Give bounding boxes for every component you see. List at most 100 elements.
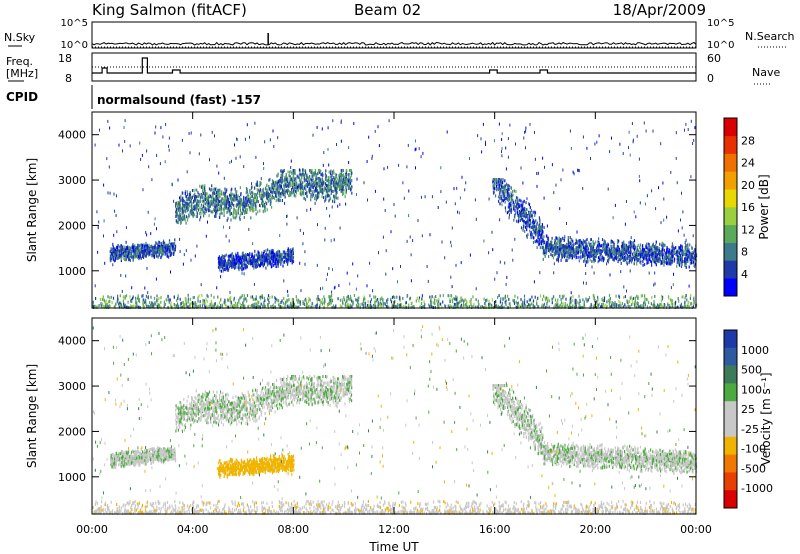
range-cell (593, 260, 595, 264)
range-cell (200, 215, 202, 219)
range-cell (285, 175, 287, 179)
range-cell (249, 189, 251, 192)
range-cell (607, 249, 609, 253)
range-cell (663, 257, 665, 261)
range-cell (156, 254, 158, 258)
range-cell (154, 244, 156, 248)
range-cell (596, 244, 599, 248)
range-cell (681, 245, 683, 249)
range-cell (336, 179, 338, 183)
range-cell (282, 191, 284, 194)
range-cell (236, 208, 238, 212)
range-cell (288, 184, 290, 188)
range-cell (521, 204, 523, 208)
range-cell (114, 256, 116, 260)
range-cell (193, 200, 195, 204)
range-cell (335, 181, 337, 185)
range-cell (266, 263, 269, 267)
range-cell (228, 205, 230, 208)
range-cell (276, 195, 278, 199)
range-cell (628, 241, 630, 245)
range-cell (177, 204, 179, 208)
range-cell (503, 188, 505, 192)
range-cell (166, 249, 168, 253)
range-cell (281, 188, 284, 192)
range-cell (206, 196, 208, 200)
range-cell (603, 239, 605, 243)
range-cell (693, 264, 695, 267)
range-cell (199, 212, 201, 215)
range-cell (655, 243, 657, 247)
range-cell (135, 246, 137, 250)
range-cell (240, 192, 242, 195)
range-cell (523, 208, 526, 212)
range-cell (287, 260, 289, 264)
range-cell (120, 257, 122, 261)
range-cell (267, 261, 269, 265)
range-cell (153, 296, 156, 300)
range-cell (321, 195, 323, 199)
range-cell (575, 256, 577, 260)
range-cell (227, 209, 229, 213)
range-cell (215, 203, 217, 207)
range-cell (173, 250, 175, 254)
range-cell (196, 195, 198, 199)
range-cell (235, 257, 237, 261)
range-cell (245, 263, 247, 267)
range-cell (677, 261, 679, 265)
range-cell (238, 255, 240, 259)
range-cell (596, 246, 598, 250)
range-cell (238, 264, 240, 268)
range-cell (686, 245, 688, 249)
range-cell (604, 247, 606, 251)
range-cell (305, 171, 307, 175)
range-cell (507, 205, 509, 209)
range-cell (694, 251, 696, 255)
range-cell (191, 211, 194, 215)
range-cell (642, 257, 645, 261)
range-cell (551, 249, 553, 253)
range-cell (267, 199, 269, 203)
range-cell (270, 200, 272, 204)
range-cell (265, 187, 267, 191)
range-cell (173, 242, 175, 246)
range-cell (224, 254, 226, 258)
range-cell (165, 245, 167, 249)
range-cell (213, 198, 215, 201)
range-cell (322, 181, 324, 185)
range-cell (638, 249, 640, 253)
range-cell (525, 208, 527, 211)
range-cell (237, 261, 239, 265)
range-cell (508, 192, 510, 196)
range-cell (311, 169, 313, 172)
range-cell (614, 252, 616, 256)
range-cell (516, 196, 518, 200)
range-cell (510, 203, 512, 207)
range-cell (260, 181, 262, 185)
range-cell (500, 179, 502, 183)
range-cell (192, 214, 194, 218)
range-cell (196, 215, 198, 218)
range-cell (626, 257, 628, 261)
range-cell (236, 197, 238, 201)
range-cell (607, 260, 609, 264)
range-cell (234, 187, 236, 191)
range-cell (135, 249, 137, 253)
range-cell (253, 258, 255, 261)
range-cell (241, 258, 243, 262)
range-cell (207, 202, 210, 206)
range-cell (282, 179, 284, 183)
range-cell (196, 211, 198, 215)
range-cell (204, 198, 206, 201)
range-cell (311, 184, 313, 188)
range-cell (330, 172, 332, 176)
range-cell (266, 258, 268, 262)
range-cell (512, 193, 514, 197)
range-cell (178, 202, 180, 206)
range-cell (283, 190, 285, 194)
range-cell (308, 180, 310, 183)
range-cell (612, 250, 614, 254)
range-cell (148, 245, 150, 249)
range-cell (630, 250, 633, 254)
range-cell (225, 190, 227, 194)
